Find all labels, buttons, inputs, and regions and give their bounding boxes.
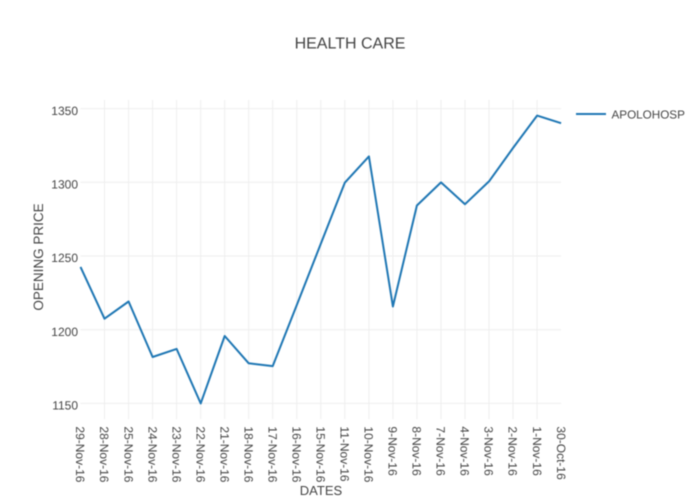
svg-text:4-Nov-16: 4-Nov-16 bbox=[458, 426, 472, 476]
svg-text:1300: 1300 bbox=[51, 178, 78, 192]
svg-text:1200: 1200 bbox=[51, 325, 78, 339]
svg-text:22-Nov-16: 22-Nov-16 bbox=[193, 426, 207, 482]
svg-text:3-Nov-16: 3-Nov-16 bbox=[482, 426, 496, 476]
svg-text:DATES: DATES bbox=[300, 483, 343, 498]
svg-text:25-Nov-16: 25-Nov-16 bbox=[121, 426, 135, 482]
svg-text:17-Nov-16: 17-Nov-16 bbox=[265, 426, 279, 482]
svg-text:1150: 1150 bbox=[52, 399, 78, 413]
svg-text:30-Oct-16: 30-Oct-16 bbox=[554, 426, 568, 480]
svg-text:24-Nov-16: 24-Nov-16 bbox=[145, 426, 159, 482]
svg-text:1350: 1350 bbox=[51, 104, 78, 118]
svg-text:1250: 1250 bbox=[51, 251, 78, 265]
svg-text:2-Nov-16: 2-Nov-16 bbox=[506, 426, 520, 476]
svg-text:APOLOHOSP: APOLOHOSP bbox=[612, 108, 686, 121]
svg-text:21-Nov-16: 21-Nov-16 bbox=[217, 426, 231, 482]
svg-text:18-Nov-16: 18-Nov-16 bbox=[241, 426, 255, 482]
svg-text:29-Nov-16: 29-Nov-16 bbox=[73, 426, 87, 482]
svg-text:OPENING PRICE: OPENING PRICE bbox=[31, 203, 46, 310]
svg-text:10-Nov-16: 10-Nov-16 bbox=[362, 426, 376, 482]
svg-text:15-Nov-16: 15-Nov-16 bbox=[313, 426, 327, 482]
svg-text:7-Nov-16: 7-Nov-16 bbox=[434, 426, 448, 476]
svg-text:28-Nov-16: 28-Nov-16 bbox=[97, 426, 111, 482]
svg-text:8-Nov-16: 8-Nov-16 bbox=[410, 426, 424, 476]
svg-text:9-Nov-16: 9-Nov-16 bbox=[386, 426, 400, 476]
svg-text:23-Nov-16: 23-Nov-16 bbox=[169, 426, 183, 482]
svg-text:1-Nov-16: 1-Nov-16 bbox=[530, 426, 544, 476]
svg-text:11-Nov-16: 11-Nov-16 bbox=[337, 426, 351, 481]
svg-text:16-Nov-16: 16-Nov-16 bbox=[289, 426, 303, 482]
svg-text:HEALTH CARE: HEALTH CARE bbox=[295, 36, 406, 53]
